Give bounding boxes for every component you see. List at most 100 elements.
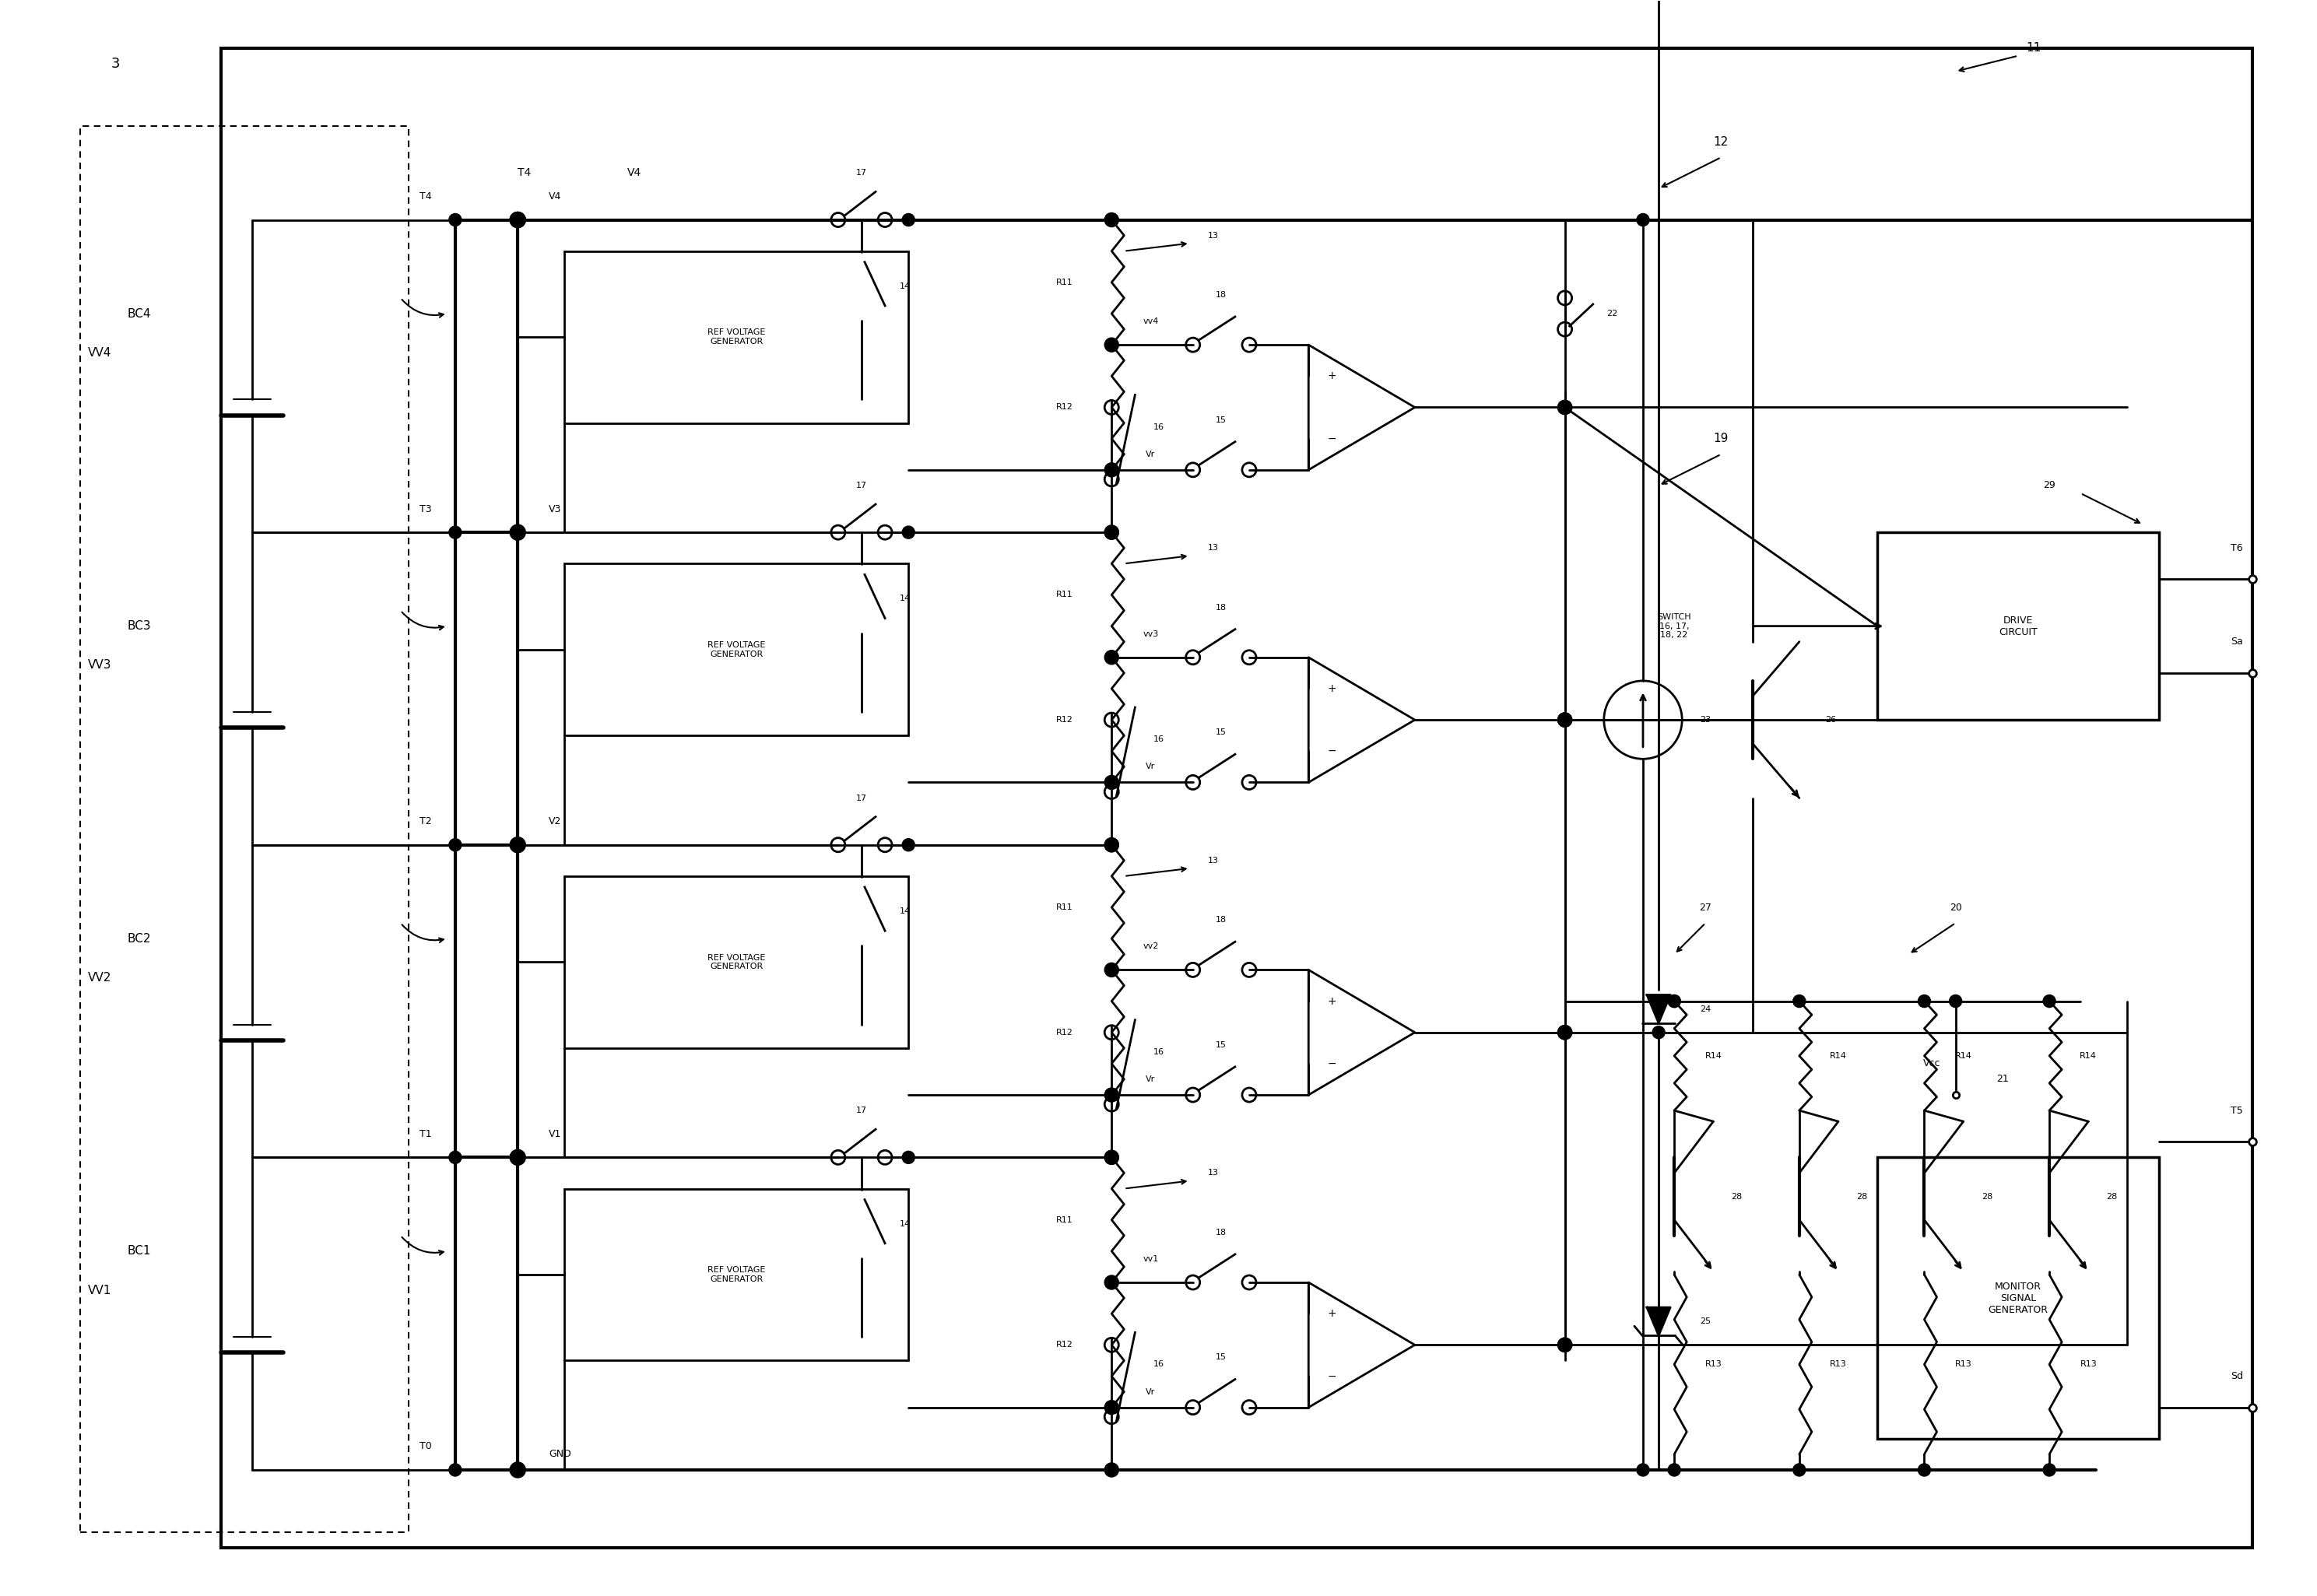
- Circle shape: [449, 1464, 461, 1476]
- Text: 17: 17: [855, 795, 867, 801]
- Circle shape: [510, 838, 524, 852]
- Text: VV1: VV1: [88, 1285, 111, 1296]
- Text: T6: T6: [2231, 543, 2243, 554]
- Circle shape: [449, 1151, 461, 1163]
- Text: −: −: [1328, 1058, 1337, 1069]
- Circle shape: [510, 1151, 524, 1165]
- Text: 15: 15: [1216, 417, 1226, 425]
- Text: +: +: [1328, 1309, 1337, 1320]
- Text: 14: 14: [899, 282, 911, 290]
- Circle shape: [1105, 212, 1119, 227]
- Bar: [220, 48, 2252, 1548]
- Text: R14: R14: [1705, 1052, 1722, 1060]
- Text: +: +: [1328, 683, 1337, 694]
- Text: T4: T4: [517, 168, 531, 179]
- Circle shape: [1557, 401, 1571, 415]
- Text: 13: 13: [1207, 1170, 1219, 1176]
- Circle shape: [1949, 994, 1962, 1007]
- Text: VV4: VV4: [88, 346, 111, 359]
- Text: 17: 17: [855, 169, 867, 177]
- Text: 23: 23: [1701, 717, 1710, 723]
- Text: R13: R13: [1956, 1360, 1972, 1368]
- Text: +: +: [1328, 996, 1337, 1007]
- Text: R13: R13: [2081, 1360, 2097, 1368]
- Text: GND: GND: [549, 1449, 572, 1459]
- Circle shape: [510, 212, 524, 227]
- Bar: [81, 126, 408, 1532]
- Text: 16: 16: [1154, 1360, 1163, 1368]
- Text: T2: T2: [419, 817, 431, 827]
- Text: 17: 17: [855, 482, 867, 490]
- Circle shape: [1557, 713, 1571, 726]
- Text: 16: 16: [1154, 423, 1163, 431]
- Text: 17: 17: [855, 1106, 867, 1114]
- Circle shape: [510, 836, 526, 852]
- Text: V4: V4: [628, 168, 642, 179]
- Text: 22: 22: [1606, 310, 1617, 318]
- Text: 25: 25: [1701, 1318, 1710, 1325]
- Text: 15: 15: [1216, 1353, 1226, 1361]
- Text: V3: V3: [549, 504, 561, 514]
- Circle shape: [1668, 994, 1680, 1007]
- Text: 16: 16: [1154, 1049, 1163, 1057]
- Circle shape: [901, 1151, 915, 1163]
- Circle shape: [449, 527, 461, 538]
- Text: 26: 26: [1826, 717, 1835, 723]
- Text: Vr: Vr: [1147, 1389, 1156, 1395]
- Text: 24: 24: [1701, 1005, 1710, 1013]
- Text: 15: 15: [1216, 1041, 1226, 1049]
- Bar: [1877, 533, 2159, 720]
- Text: V2: V2: [549, 817, 561, 827]
- Circle shape: [1636, 1464, 1650, 1476]
- Circle shape: [1557, 1025, 1571, 1039]
- Text: SWITCH
16, 17,
18, 22: SWITCH 16, 17, 18, 22: [1657, 613, 1691, 638]
- Text: R12: R12: [1057, 404, 1073, 412]
- Text: BC1: BC1: [127, 1245, 151, 1258]
- Text: 14: 14: [899, 908, 911, 915]
- Text: Sa: Sa: [2231, 637, 2243, 646]
- Text: 18: 18: [1216, 603, 1226, 611]
- Text: vv1: vv1: [1142, 1254, 1158, 1262]
- Text: BC2: BC2: [127, 932, 151, 945]
- Circle shape: [510, 525, 526, 539]
- Circle shape: [1105, 838, 1119, 852]
- Text: 16: 16: [1154, 736, 1163, 744]
- Circle shape: [1105, 962, 1119, 977]
- Circle shape: [901, 527, 915, 538]
- Text: R12: R12: [1057, 717, 1073, 723]
- Text: REF VOLTAGE
GENERATOR: REF VOLTAGE GENERATOR: [707, 329, 765, 345]
- Circle shape: [1557, 1337, 1571, 1352]
- Circle shape: [1557, 1025, 1571, 1039]
- Text: vv4: vv4: [1142, 318, 1158, 326]
- Text: 11: 11: [2027, 41, 2041, 54]
- Text: V1: V1: [549, 1128, 561, 1140]
- Text: 13: 13: [1207, 544, 1219, 552]
- Text: R13: R13: [1830, 1360, 1847, 1368]
- Text: 18: 18: [1216, 290, 1226, 298]
- Text: R11: R11: [1057, 903, 1073, 911]
- Text: T1: T1: [419, 1128, 431, 1140]
- Text: 14: 14: [899, 595, 911, 603]
- Text: R12: R12: [1057, 1341, 1073, 1349]
- Circle shape: [1557, 713, 1571, 726]
- Text: DRIVE
CIRCUIT: DRIVE CIRCUIT: [2000, 614, 2037, 637]
- Circle shape: [1668, 1464, 1680, 1476]
- Circle shape: [1105, 525, 1119, 539]
- Text: 12: 12: [1715, 136, 1728, 147]
- Circle shape: [449, 838, 461, 851]
- Circle shape: [901, 214, 915, 227]
- Text: REF VOLTAGE
GENERATOR: REF VOLTAGE GENERATOR: [707, 642, 765, 658]
- Circle shape: [1105, 1400, 1119, 1414]
- Circle shape: [1105, 838, 1119, 852]
- Circle shape: [1105, 338, 1119, 351]
- Text: REF VOLTAGE
GENERATOR: REF VOLTAGE GENERATOR: [707, 1266, 765, 1283]
- Text: T5: T5: [2231, 1106, 2243, 1116]
- Circle shape: [510, 1149, 526, 1165]
- Text: V4: V4: [549, 192, 561, 201]
- Circle shape: [510, 212, 526, 228]
- Circle shape: [1557, 713, 1571, 726]
- Text: 13: 13: [1207, 857, 1219, 865]
- Circle shape: [449, 214, 461, 227]
- Circle shape: [901, 838, 915, 851]
- Text: 15: 15: [1216, 728, 1226, 736]
